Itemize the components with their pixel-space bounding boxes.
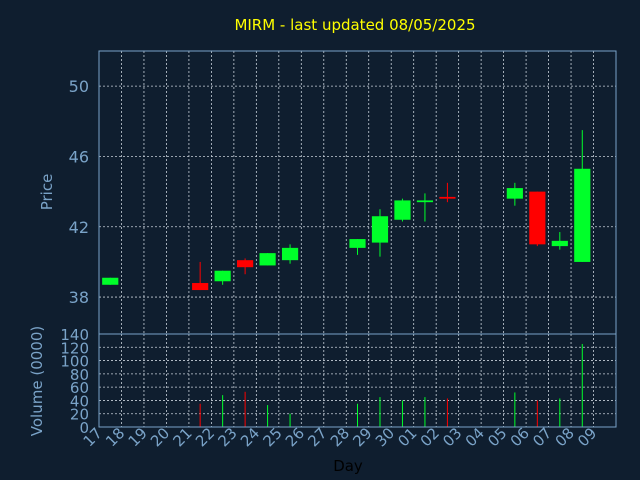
chart-title: MIRM - last updated 08/05/2025 bbox=[234, 16, 475, 34]
price-tick-label: 46 bbox=[69, 147, 89, 166]
price-tick-label: 42 bbox=[69, 218, 89, 237]
candle-body bbox=[574, 168, 591, 262]
candle-body bbox=[237, 260, 254, 268]
volume-tick-label: 0 bbox=[79, 419, 89, 437]
x-axis-label: Day bbox=[333, 457, 363, 475]
candle-25 bbox=[281, 244, 299, 264]
candle-02 bbox=[439, 182, 456, 203]
candle-body bbox=[371, 216, 389, 243]
candle-21 bbox=[192, 261, 209, 291]
candle-24 bbox=[259, 253, 276, 266]
volume-tick-label: 40 bbox=[70, 392, 89, 410]
candle-body bbox=[439, 196, 456, 199]
candle-17 bbox=[102, 277, 119, 285]
volume-tick-label: 140 bbox=[60, 326, 89, 344]
price-tick-label: 50 bbox=[69, 77, 89, 96]
candle-body bbox=[281, 247, 299, 261]
candle-29 bbox=[371, 209, 389, 257]
candle-body bbox=[259, 253, 276, 266]
candle-30 bbox=[394, 198, 411, 222]
price-tick-label: 38 bbox=[69, 288, 89, 307]
volume-tick-label: 20 bbox=[70, 406, 89, 424]
candle-07 bbox=[551, 232, 568, 250]
candle-06 bbox=[529, 191, 546, 247]
candle-08 bbox=[574, 130, 591, 262]
candle-body bbox=[192, 283, 209, 291]
candle-body bbox=[529, 191, 546, 245]
candle-05 bbox=[506, 182, 523, 206]
candle-body bbox=[506, 188, 523, 199]
volume-tick-label: 80 bbox=[70, 366, 89, 384]
volume-tick-label: 120 bbox=[60, 339, 89, 357]
candle-body bbox=[349, 239, 366, 248]
candle-body bbox=[416, 200, 434, 203]
x-axis: 1718192021222324252627282930010203040506… bbox=[80, 424, 601, 450]
volume-tick-label: 60 bbox=[70, 379, 89, 397]
candle-28 bbox=[349, 239, 366, 255]
volume-tick-label: 100 bbox=[60, 353, 89, 371]
candle-body bbox=[214, 270, 231, 282]
candle-body bbox=[551, 240, 568, 247]
price-axis-label: Price bbox=[38, 174, 56, 211]
volume-axis-label: Volume (0000) bbox=[28, 326, 46, 436]
volume-plot-frame bbox=[98, 333, 617, 428]
candle-22 bbox=[214, 270, 231, 285]
price-panel: 38 42 46 50 bbox=[69, 50, 617, 335]
candle-body bbox=[394, 200, 411, 220]
candle-23 bbox=[237, 258, 254, 275]
x-tick-label: 09 bbox=[574, 424, 600, 450]
candle-01 bbox=[416, 193, 434, 222]
candle-body bbox=[102, 277, 119, 285]
